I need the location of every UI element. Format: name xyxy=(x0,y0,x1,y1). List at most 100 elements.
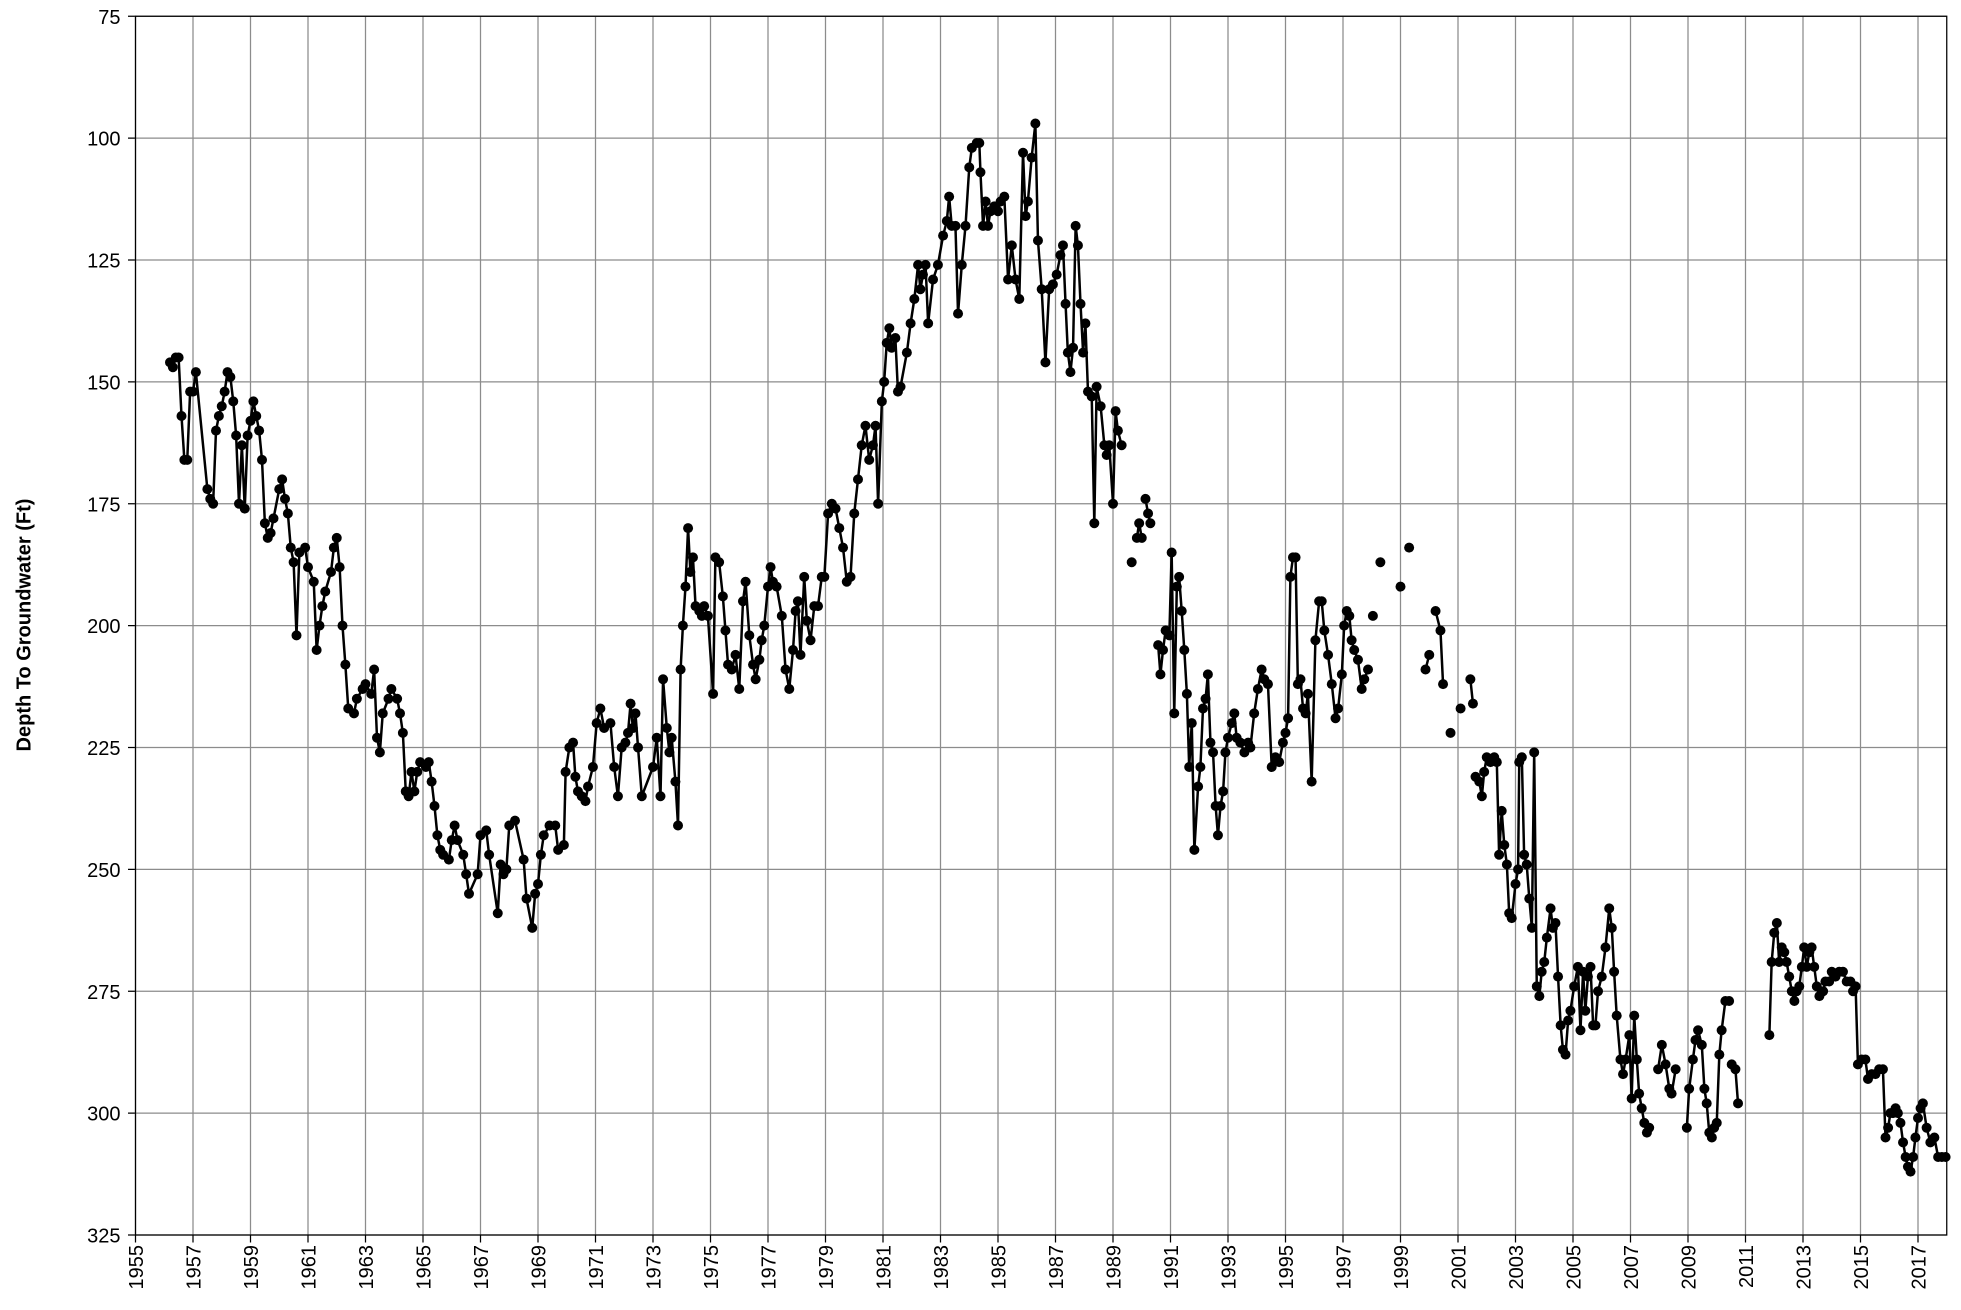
data-point xyxy=(799,571,810,582)
data-point xyxy=(1555,1020,1566,1031)
data-point xyxy=(1506,913,1517,924)
data-point xyxy=(1200,693,1211,704)
data-point xyxy=(210,425,221,436)
data-point xyxy=(730,649,741,660)
data-point xyxy=(1435,625,1446,636)
data-point xyxy=(1143,508,1154,519)
data-point xyxy=(1895,1117,1906,1128)
data-point xyxy=(311,645,322,655)
data-point xyxy=(759,620,770,631)
data-point xyxy=(1553,971,1564,982)
data-point xyxy=(909,294,920,304)
x-tick-label: 1965 xyxy=(414,1245,436,1290)
data-point xyxy=(1323,649,1334,660)
data-point xyxy=(1593,986,1604,997)
data-point xyxy=(1051,269,1062,280)
data-point xyxy=(1733,1098,1744,1109)
data-point xyxy=(392,693,403,704)
data-point xyxy=(1521,859,1532,870)
data-point xyxy=(905,318,916,329)
data-point xyxy=(625,698,636,709)
data-point xyxy=(1055,250,1066,261)
data-point xyxy=(510,815,520,826)
data-point xyxy=(805,635,816,646)
data-point xyxy=(1197,703,1208,714)
data-point xyxy=(1181,688,1192,699)
data-point xyxy=(458,849,469,860)
x-tick-label: 1979 xyxy=(816,1245,838,1290)
data-point xyxy=(521,893,532,904)
data-point xyxy=(1424,649,1435,660)
data-point xyxy=(1541,932,1552,943)
data-point xyxy=(1653,1064,1664,1075)
data-point xyxy=(1134,518,1145,529)
data-point xyxy=(913,259,924,270)
data-point xyxy=(461,869,472,880)
data-point xyxy=(1476,791,1487,802)
data-point xyxy=(1529,747,1540,758)
data-point xyxy=(1784,971,1795,982)
data-point xyxy=(1693,1025,1704,1036)
data-point xyxy=(1660,1059,1671,1070)
data-point xyxy=(1624,1030,1635,1041)
data-point xyxy=(429,801,440,811)
data-point xyxy=(890,333,901,343)
x-tick-label: 2015 xyxy=(1851,1245,1873,1290)
data-point xyxy=(274,484,285,495)
data-point xyxy=(1620,1054,1631,1065)
data-point xyxy=(340,659,351,670)
data-point xyxy=(823,508,834,519)
data-point xyxy=(1940,1152,1951,1162)
data-point xyxy=(1193,781,1204,792)
data-point xyxy=(1550,918,1561,928)
data-point xyxy=(726,664,737,675)
x-tick-label: 2013 xyxy=(1794,1245,1816,1290)
data-point xyxy=(852,474,863,485)
data-point xyxy=(838,542,849,553)
data-point xyxy=(750,674,761,685)
data-point xyxy=(1600,942,1611,953)
data-point xyxy=(1880,1132,1891,1143)
data-point xyxy=(1022,196,1033,207)
data-point xyxy=(744,630,755,641)
data-point xyxy=(202,484,213,495)
data-point xyxy=(1249,708,1260,719)
x-tick-label: 1985 xyxy=(989,1245,1011,1290)
data-point xyxy=(661,723,672,733)
data-point xyxy=(1300,708,1311,719)
x-tick-label: 1955 xyxy=(126,1245,148,1290)
data-point xyxy=(1467,698,1478,709)
data-point xyxy=(620,737,631,748)
data-point xyxy=(1913,1113,1923,1123)
data-point xyxy=(328,542,339,553)
data-point xyxy=(658,674,669,685)
data-point xyxy=(1326,679,1337,690)
data-point xyxy=(320,586,331,597)
data-point xyxy=(1356,684,1367,694)
data-point xyxy=(1634,1088,1645,1099)
data-point xyxy=(1656,1039,1667,1050)
data-point xyxy=(1687,1054,1698,1065)
data-point xyxy=(366,688,377,699)
data-point xyxy=(1771,918,1782,928)
data-point xyxy=(587,762,598,772)
plot-frame xyxy=(134,15,1948,1236)
data-point xyxy=(974,138,985,148)
data-point xyxy=(664,747,675,758)
data-point xyxy=(285,542,296,553)
data-point xyxy=(920,259,931,270)
data-point xyxy=(1330,713,1341,724)
data-point xyxy=(216,401,227,412)
data-point xyxy=(1223,732,1233,743)
data-point xyxy=(538,830,549,841)
data-point xyxy=(242,430,253,441)
data-point xyxy=(1585,961,1596,972)
data-point xyxy=(860,420,871,431)
data-point xyxy=(790,606,801,616)
data-point xyxy=(1006,240,1017,251)
data-point xyxy=(1730,1064,1741,1075)
data-point xyxy=(950,220,961,231)
data-point xyxy=(1883,1122,1894,1133)
x-tick-label: 1983 xyxy=(931,1245,953,1290)
